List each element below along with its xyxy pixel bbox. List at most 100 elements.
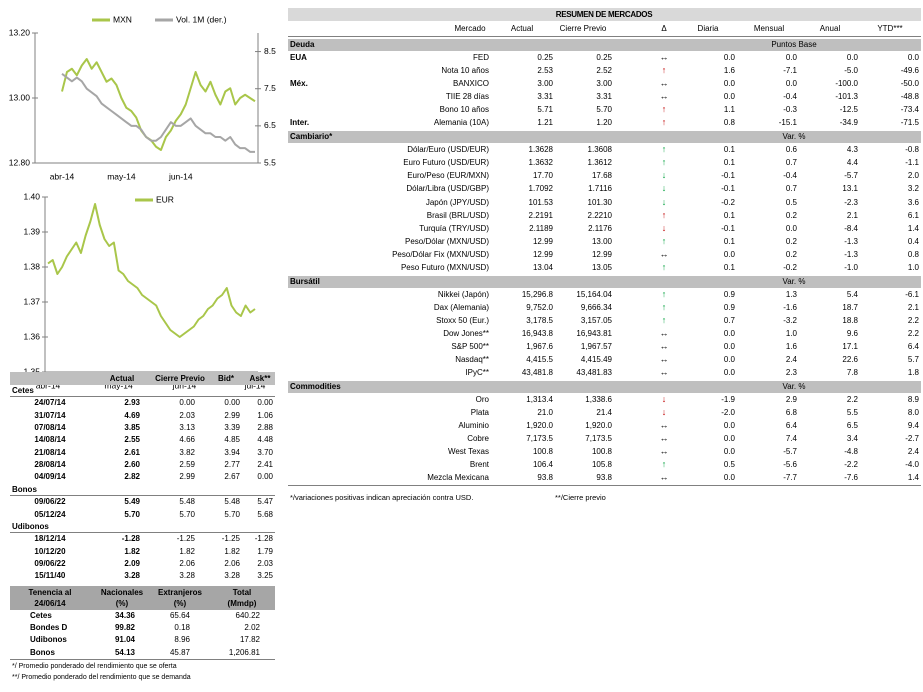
change-cell: 9.4 xyxy=(907,421,919,431)
change-arrow: ↔ xyxy=(659,367,669,378)
change-cell: 0.8 xyxy=(723,118,735,128)
value-cell: 2.82 xyxy=(124,472,140,482)
change-arrow: ↑ xyxy=(661,314,667,325)
value-cell: 0.00 xyxy=(224,398,240,408)
value-cell: 99.82 xyxy=(114,622,135,632)
change-cell: 0.0 xyxy=(723,447,735,457)
row-name: IPyC** xyxy=(465,368,489,378)
footnote: */ Promedio ponderado del rendimiento qu… xyxy=(12,663,177,670)
change-cell: -2.3 xyxy=(844,197,858,207)
value-cell: -1.25 xyxy=(176,534,195,544)
change-cell: 1.8 xyxy=(907,368,919,378)
column-header: (%) xyxy=(115,598,129,608)
value-cell: 1.7092 xyxy=(528,184,553,194)
value-cell: 5.68 xyxy=(257,509,273,519)
value-cell: 2.93 xyxy=(124,398,140,408)
x-tick-label: abr-14 xyxy=(50,171,75,181)
section-rule xyxy=(10,532,275,534)
value-cell: 2.77 xyxy=(224,460,240,470)
row-name: TIIE 28 días xyxy=(445,92,489,102)
value-cell: 3.31 xyxy=(537,92,553,102)
change-cell: -48.8 xyxy=(900,92,919,102)
change-cell: 0.0 xyxy=(723,79,735,89)
row-label: 10/12/20 xyxy=(34,546,66,556)
value-cell: 17.70 xyxy=(532,171,553,181)
change-cell: 0.0 xyxy=(785,79,797,89)
value-cell: 3.82 xyxy=(179,447,195,457)
row-name: S&P 500** xyxy=(451,342,489,351)
change-cell: 0.0 xyxy=(785,223,797,233)
value-cell: 5.71 xyxy=(537,105,553,115)
change-cell: 0.0 xyxy=(723,249,735,259)
change-cell: 4.3 xyxy=(846,145,858,155)
value-cell: 13.04 xyxy=(532,262,553,272)
x-tick-label: may-14 xyxy=(104,380,133,390)
change-cell: -0.1 xyxy=(721,223,735,233)
section-unit: Var. % xyxy=(782,382,806,392)
value-cell: 100.8 xyxy=(532,447,553,457)
value-cell: 43,481.8 xyxy=(521,368,553,378)
change-cell: -0.2 xyxy=(721,197,735,207)
column-header: Mensual xyxy=(753,24,785,33)
column-header: Bid* xyxy=(218,374,234,383)
value-cell: 106.4 xyxy=(532,460,553,470)
value-cell: 1.06 xyxy=(257,410,273,420)
value-cell: 4.69 xyxy=(124,410,140,420)
column-header: (%) xyxy=(173,598,187,608)
value-cell: -1.25 xyxy=(221,534,240,544)
column-header: Tenencia al xyxy=(28,587,72,597)
row-name: Bono 10 años xyxy=(439,105,489,115)
row-name: Turquía (TRY/USD) xyxy=(419,223,489,233)
row-name: Dólar/Libra (USD/GBP) xyxy=(406,184,489,194)
change-arrow: ↔ xyxy=(659,52,669,62)
value-cell: 4.85 xyxy=(224,435,240,445)
value-cell: 101.30 xyxy=(587,197,612,207)
change-arrow: ↔ xyxy=(659,354,669,365)
value-cell: 54.13 xyxy=(114,647,135,657)
row-name: Peso Futuro (MXN/USD) xyxy=(400,262,489,272)
row-label: 18/12/14 xyxy=(34,534,66,544)
value-cell: 3.70 xyxy=(257,447,273,457)
section-rule xyxy=(10,396,275,398)
value-cell: 1.20 xyxy=(596,118,612,128)
row-label: Bondes D xyxy=(30,622,68,632)
row-name: Nota 10 años xyxy=(441,66,489,76)
value-cell: 12.99 xyxy=(532,249,553,259)
row-name: Euro Futuro (USD/EUR) xyxy=(403,158,489,168)
row-name: Dax (Alemania) xyxy=(433,302,489,312)
change-cell: 6.4 xyxy=(907,342,919,351)
value-cell: 3.31 xyxy=(596,92,612,102)
change-arrow: ↑ xyxy=(661,65,667,76)
change-cell: 6.5 xyxy=(846,421,858,431)
value-cell: 1,313.4 xyxy=(526,395,553,405)
change-cell: -50.0 xyxy=(900,79,919,89)
change-cell: -71.5 xyxy=(900,118,919,128)
column-header: Mercado xyxy=(454,24,486,33)
value-cell: 2.67 xyxy=(224,472,240,482)
change-cell: 0.0 xyxy=(723,355,735,365)
change-cell: 2.2 xyxy=(846,395,858,405)
holdings-header-band xyxy=(10,585,275,610)
change-cell: -2.0 xyxy=(721,408,735,418)
value-cell: 1.82 xyxy=(179,546,195,556)
change-arrow: ↔ xyxy=(659,341,669,351)
row-label: Cetes xyxy=(30,610,52,620)
column-header: Cierre Previo xyxy=(155,374,205,383)
section-name: Deuda xyxy=(290,40,315,49)
table-title: RESUMEN DE MERCADOS xyxy=(555,10,653,19)
row-label: 09/06/22 xyxy=(34,497,66,507)
value-cell: 3.25 xyxy=(257,571,273,581)
footnote: **/ Promedio ponderado del rendimiento q… xyxy=(12,674,191,681)
value-cell: 3,157.05 xyxy=(580,315,612,325)
change-cell: -0.1 xyxy=(721,171,735,181)
row-label: 28/08/14 xyxy=(34,460,66,470)
change-cell: -100.0 xyxy=(835,79,858,89)
change-cell: -15.1 xyxy=(778,118,797,128)
change-arrow: ↔ xyxy=(659,78,669,89)
change-cell: -2.7 xyxy=(905,434,919,444)
value-cell: 3.28 xyxy=(179,571,195,581)
value-cell: 2.09 xyxy=(124,558,140,568)
change-cell: 0.1 xyxy=(723,145,735,155)
change-cell: -0.8 xyxy=(905,145,919,155)
change-cell: -0.2 xyxy=(783,262,797,272)
